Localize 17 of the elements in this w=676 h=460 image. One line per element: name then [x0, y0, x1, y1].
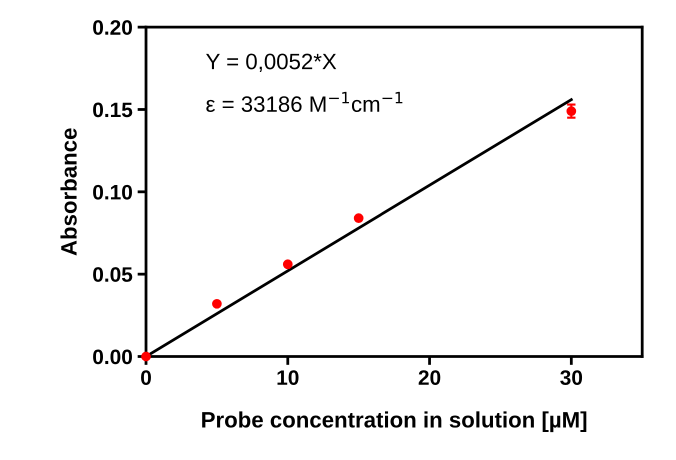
y-tick-label: 0.10	[93, 184, 132, 200]
y-tick-label: 0.00	[93, 350, 132, 364]
y-tick-label: 0.05	[93, 267, 132, 282]
x-tick-label: 20	[418, 370, 440, 385]
annotation: Y = 0,0052*X	[206, 54, 336, 72]
point	[282, 259, 293, 270]
x-axis-title: Probe concentration in solution [µM]	[202, 411, 586, 432]
y-tick-label: 0.15	[93, 102, 132, 118]
x-tick-label: 10	[278, 370, 299, 385]
point	[141, 352, 151, 362]
point	[354, 213, 364, 224]
y-axis-title: Absorbance	[60, 128, 77, 256]
annotation: ε = 33186 M$^{−1}$cm$^{−1}$	[206, 92, 402, 112]
x-tick-label: 30	[560, 370, 582, 386]
point	[212, 298, 222, 309]
x-tick-label: 0	[141, 370, 151, 385]
y-tick-label: 0.20	[93, 20, 132, 35]
